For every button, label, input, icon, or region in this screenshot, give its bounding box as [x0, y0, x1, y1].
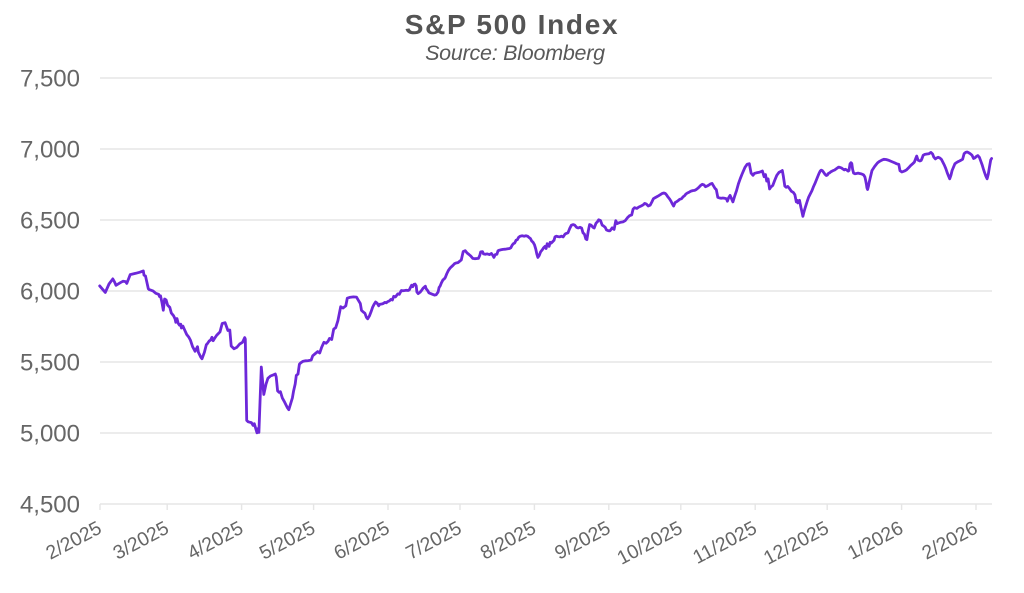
- svg-text:4,500: 4,500: [20, 492, 80, 519]
- svg-text:Source: Bloomberg: Source: Bloomberg: [425, 41, 605, 65]
- svg-text:S&P 500 Index: S&P 500 Index: [405, 9, 620, 40]
- svg-text:5,500: 5,500: [20, 350, 80, 377]
- svg-text:7,000: 7,000: [20, 137, 80, 164]
- svg-text:6,500: 6,500: [20, 208, 80, 235]
- svg-text:7,500: 7,500: [20, 66, 80, 93]
- svg-text:5,000: 5,000: [20, 421, 80, 448]
- svg-text:6,000: 6,000: [20, 279, 80, 306]
